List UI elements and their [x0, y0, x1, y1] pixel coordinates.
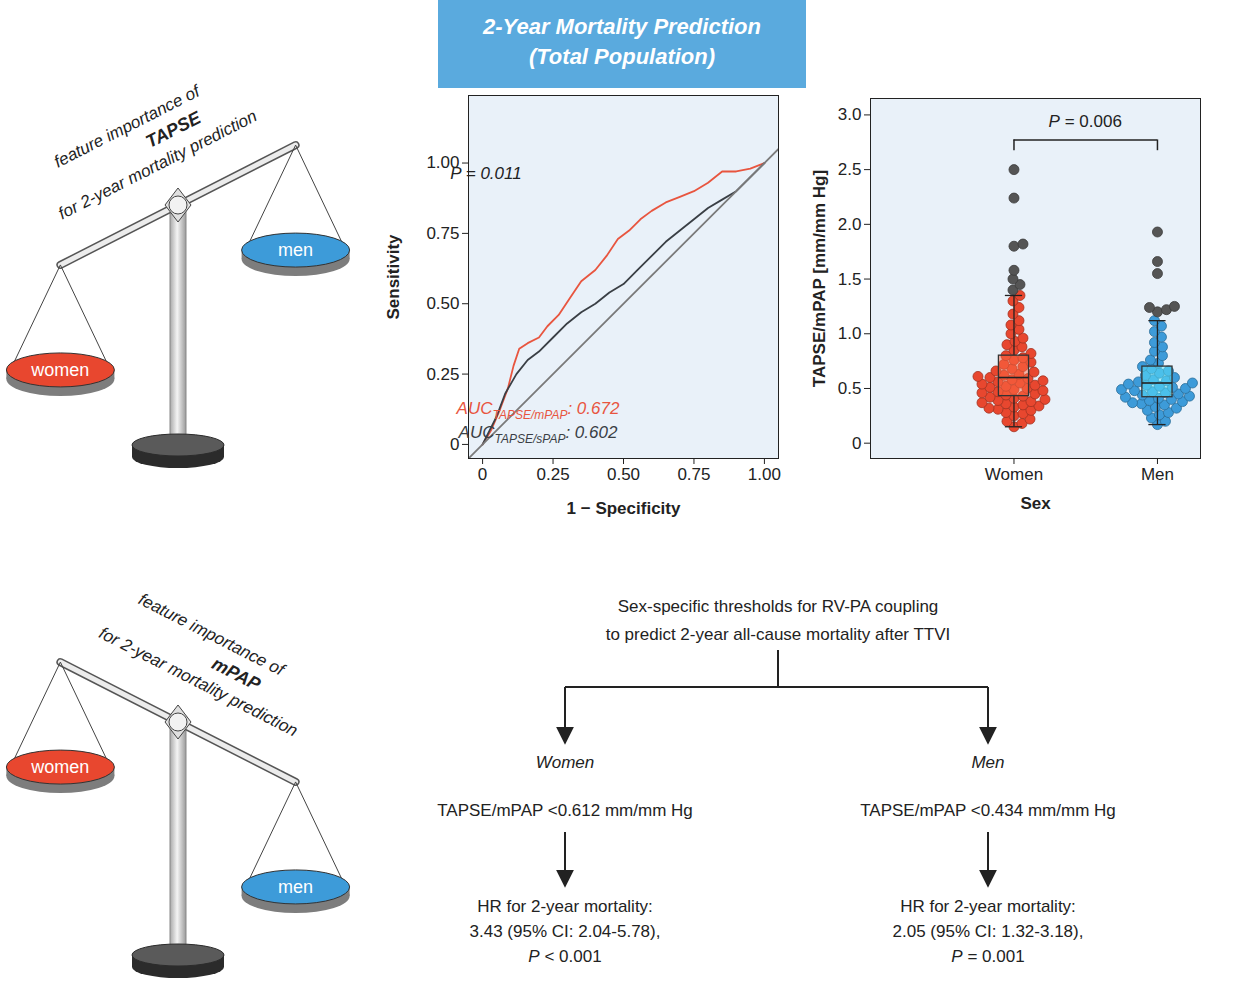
svg-text:Sex: Sex — [1020, 494, 1051, 513]
svg-text:Sensitivity: Sensitivity — [384, 234, 403, 320]
svg-text:1.00: 1.00 — [748, 465, 781, 484]
svg-text:2.05 (95% CI: 1.32-3.18),: 2.05 (95% CI: 1.32-3.18), — [893, 922, 1084, 941]
svg-text:TAPSE: TAPSE — [142, 107, 204, 152]
svg-text:TAPSE/mPAP [mm/mm Hg]: TAPSE/mPAP [mm/mm Hg] — [810, 170, 829, 387]
svg-text:0.75: 0.75 — [677, 465, 710, 484]
svg-text:women: women — [30, 757, 89, 777]
svg-text:feature importance of: feature importance of — [135, 589, 288, 680]
svg-text:0.50: 0.50 — [607, 465, 640, 484]
svg-text:3.0: 3.0 — [838, 105, 862, 124]
svg-text:0.25: 0.25 — [426, 365, 459, 384]
svg-text:women: women — [30, 360, 89, 380]
svg-text:P = 0.001: P = 0.001 — [951, 947, 1024, 966]
svg-text:3.43 (95% CI: 2.04-5.78),: 3.43 (95% CI: 2.04-5.78), — [470, 922, 661, 941]
svg-text:P = 0.006: P = 0.006 — [1049, 112, 1122, 131]
svg-text:TAPSE/mPAP <0.434 mm/mm Hg: TAPSE/mPAP <0.434 mm/mm Hg — [860, 801, 1116, 820]
svg-text:feature importance of: feature importance of — [51, 81, 203, 172]
svg-text:1.0: 1.0 — [838, 324, 862, 343]
svg-text:Women: Women — [536, 753, 595, 772]
svg-text:HR for 2-year mortality:: HR for 2-year mortality: — [900, 897, 1076, 916]
svg-text:2-Year Mortality Prediction: 2-Year Mortality Prediction — [482, 14, 761, 39]
svg-text:2.0: 2.0 — [838, 215, 862, 234]
svg-text:(Total Population): (Total Population) — [529, 44, 715, 69]
svg-text:1.5: 1.5 — [838, 269, 862, 288]
svg-text:men: men — [278, 877, 313, 897]
svg-text:P = 0.011: P = 0.011 — [450, 164, 521, 183]
svg-text:0: 0 — [478, 465, 487, 484]
svg-text:Men: Men — [1141, 465, 1174, 484]
svg-text:men: men — [278, 240, 313, 260]
svg-text:mPAP: mPAP — [208, 653, 264, 695]
svg-text:1 − Specificity: 1 − Specificity — [567, 499, 681, 518]
svg-text:for 2-year mortality predictio: for 2-year mortality prediction — [96, 623, 301, 740]
svg-text:0: 0 — [450, 434, 460, 454]
svg-text:0.25: 0.25 — [536, 465, 569, 484]
svg-text:0: 0 — [852, 434, 861, 453]
svg-text:0.75: 0.75 — [426, 224, 459, 243]
svg-text:0.5: 0.5 — [838, 379, 862, 398]
svg-text:Sex-specific thresholds for RV: Sex-specific thresholds for RV-PA coupli… — [618, 597, 939, 616]
svg-text:0.50: 0.50 — [426, 294, 459, 313]
svg-text:to predict 2-year all-cause mo: to predict 2-year all-cause mortality af… — [606, 625, 951, 644]
svg-text:HR for 2-year mortality:: HR for 2-year mortality: — [477, 897, 653, 916]
svg-text:AUCTAPSE/sPAP: 0.602: AUCTAPSE/sPAP: 0.602 — [458, 423, 618, 446]
svg-text:P < 0.001: P < 0.001 — [528, 947, 601, 966]
svg-text:1.00: 1.00 — [426, 153, 460, 173]
svg-text:2.5: 2.5 — [838, 160, 862, 179]
svg-text:Women: Women — [985, 465, 1043, 484]
svg-text:Men: Men — [971, 753, 1004, 772]
svg-text:AUCTAPSE/mPAP: 0.672: AUCTAPSE/mPAP: 0.672 — [456, 399, 620, 422]
svg-text:TAPSE/mPAP <0.612 mm/mm Hg: TAPSE/mPAP <0.612 mm/mm Hg — [437, 801, 693, 820]
svg-text:for 2-year mortality predictio: for 2-year mortality prediction — [55, 106, 260, 223]
